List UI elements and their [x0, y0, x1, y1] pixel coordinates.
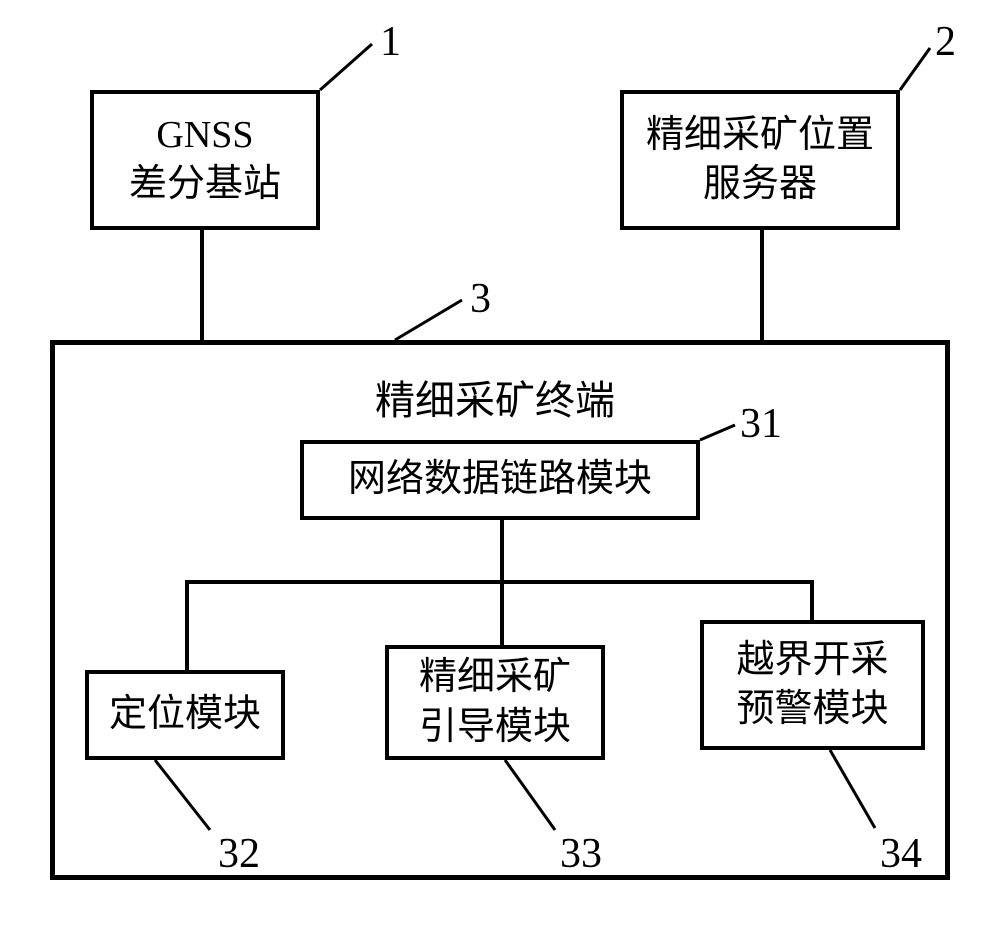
leader-line — [900, 48, 930, 90]
leader-lines — [0, 0, 1000, 937]
leader-line — [395, 300, 462, 340]
leader-line — [700, 425, 735, 440]
leader-line — [505, 760, 555, 830]
leader-line — [320, 44, 372, 90]
leader-line — [155, 760, 210, 830]
leader-line — [830, 750, 875, 828]
